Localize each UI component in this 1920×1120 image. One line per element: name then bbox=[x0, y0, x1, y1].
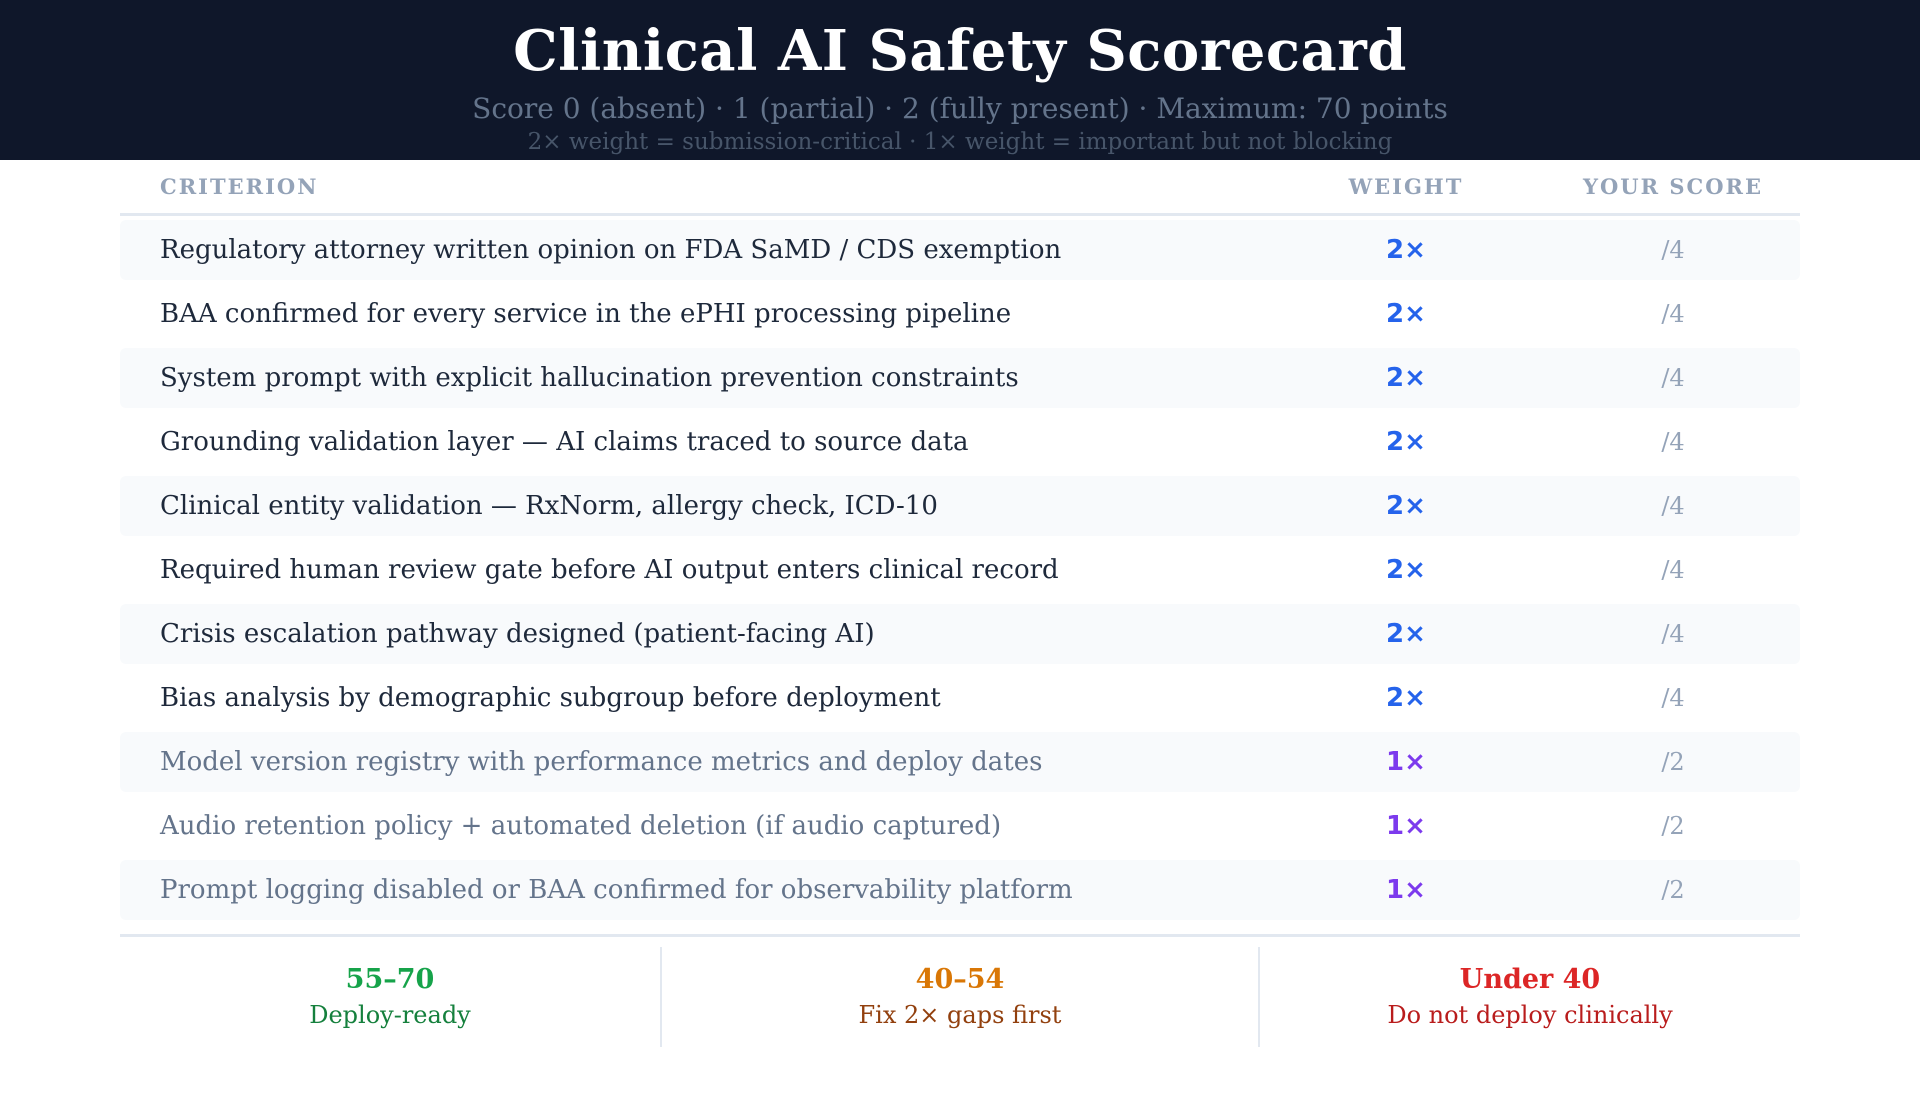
score-cell[interactable]: /4 bbox=[1661, 556, 1685, 584]
weight-cell: 2× bbox=[1386, 235, 1426, 265]
band-label: Fix 2× gaps first bbox=[858, 1001, 1062, 1029]
weight-cell: 2× bbox=[1386, 491, 1426, 521]
header-weight: WEIGHT bbox=[1348, 174, 1464, 199]
score-cell[interactable]: /4 bbox=[1661, 428, 1685, 456]
criterion-cell: Grounding validation layer — AI claims t… bbox=[160, 427, 969, 457]
criterion-cell: System prompt with explicit hallucinatio… bbox=[160, 363, 1019, 393]
criterion-cell: Model version registry with performance … bbox=[160, 747, 1043, 777]
table-row: BAA confirmed for every service in the e… bbox=[120, 284, 1800, 344]
weight-cell: 2× bbox=[1386, 427, 1426, 457]
table-row: Crisis escalation pathway designed (pati… bbox=[120, 604, 1800, 664]
band-do-not-deploy: Under 40 Do not deploy clinically bbox=[1260, 947, 1800, 1047]
table-row: Grounding validation layer — AI claims t… bbox=[120, 412, 1800, 472]
header-banner: Clinical AI Safety Scorecard Score 0 (ab… bbox=[0, 0, 1920, 160]
table-row: Bias analysis by demographic subgroup be… bbox=[120, 668, 1800, 728]
page-title: Clinical AI Safety Scorecard bbox=[513, 18, 1407, 84]
table-row: Required human review gate before AI out… bbox=[120, 540, 1800, 600]
score-cell[interactable]: /2 bbox=[1661, 876, 1685, 904]
scorecard-table: CRITERION WEIGHT YOUR SCORE Regulatory a… bbox=[120, 160, 1800, 1047]
weight-cell: 2× bbox=[1386, 299, 1426, 329]
table-row: Audio retention policy + automated delet… bbox=[120, 796, 1800, 856]
weight-cell: 1× bbox=[1386, 747, 1426, 777]
table-body: Regulatory attorney written opinion on F… bbox=[120, 220, 1800, 920]
band-label: Do not deploy clinically bbox=[1387, 1001, 1673, 1029]
scoring-subtitle: Score 0 (absent) · 1 (partial) · 2 (full… bbox=[472, 92, 1448, 125]
weight-cell: 2× bbox=[1386, 363, 1426, 393]
weight-cell: 2× bbox=[1386, 619, 1426, 649]
table-header: CRITERION WEIGHT YOUR SCORE bbox=[120, 160, 1800, 216]
score-cell[interactable]: /2 bbox=[1661, 748, 1685, 776]
table-row: Regulatory attorney written opinion on F… bbox=[120, 220, 1800, 280]
table-row: System prompt with explicit hallucinatio… bbox=[120, 348, 1800, 408]
band-range: Under 40 bbox=[1459, 964, 1601, 995]
weight-cell: 1× bbox=[1386, 811, 1426, 841]
table-row: Clinical entity validation — RxNorm, all… bbox=[120, 476, 1800, 536]
header-criterion: CRITERION bbox=[160, 174, 319, 199]
table-row: Model version registry with performance … bbox=[120, 732, 1800, 792]
criterion-cell: Prompt logging disabled or BAA confirmed… bbox=[160, 875, 1073, 905]
weight-cell: 2× bbox=[1386, 555, 1426, 585]
criterion-cell: BAA confirmed for every service in the e… bbox=[160, 299, 1012, 329]
table-row: Prompt logging disabled or BAA confirmed… bbox=[120, 860, 1800, 920]
score-bands: 55–70 Deploy-ready 40–54 Fix 2× gaps fir… bbox=[120, 947, 1800, 1047]
band-range: 55–70 bbox=[345, 964, 435, 995]
score-cell[interactable]: /4 bbox=[1661, 492, 1685, 520]
band-fix-gaps: 40–54 Fix 2× gaps first bbox=[660, 947, 1260, 1047]
weight-note: 2× weight = submission-critical · 1× wei… bbox=[527, 129, 1393, 155]
header-score: YOUR SCORE bbox=[1583, 174, 1763, 199]
criterion-cell: Clinical entity validation — RxNorm, all… bbox=[160, 491, 938, 521]
table-divider bbox=[120, 934, 1800, 937]
score-cell[interactable]: /4 bbox=[1661, 364, 1685, 392]
weight-cell: 1× bbox=[1386, 875, 1426, 905]
score-cell[interactable]: /4 bbox=[1661, 684, 1685, 712]
criterion-cell: Regulatory attorney written opinion on F… bbox=[160, 235, 1062, 265]
band-range: 40–54 bbox=[915, 964, 1005, 995]
weight-cell: 2× bbox=[1386, 683, 1426, 713]
score-cell[interactable]: /4 bbox=[1661, 300, 1685, 328]
score-cell[interactable]: /4 bbox=[1661, 620, 1685, 648]
criterion-cell: Required human review gate before AI out… bbox=[160, 555, 1059, 585]
band-label: Deploy-ready bbox=[309, 1001, 471, 1029]
band-deploy-ready: 55–70 Deploy-ready bbox=[120, 947, 660, 1047]
score-cell[interactable]: /2 bbox=[1661, 812, 1685, 840]
criterion-cell: Crisis escalation pathway designed (pati… bbox=[160, 619, 875, 649]
criterion-cell: Bias analysis by demographic subgroup be… bbox=[160, 683, 941, 713]
criterion-cell: Audio retention policy + automated delet… bbox=[160, 811, 1002, 841]
score-cell[interactable]: /4 bbox=[1661, 236, 1685, 264]
